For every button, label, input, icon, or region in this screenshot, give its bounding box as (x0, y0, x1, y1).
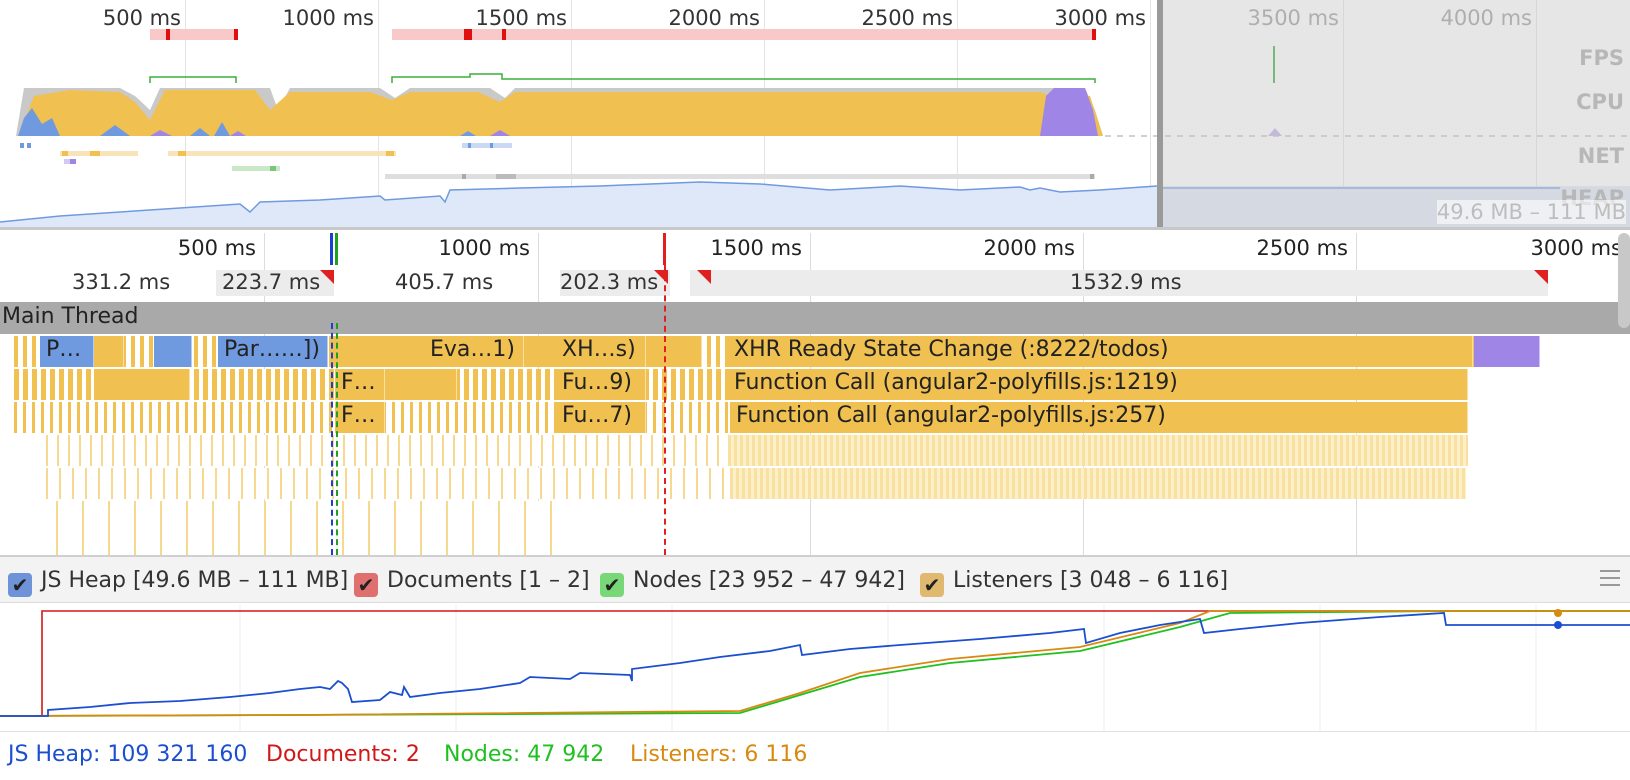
details-tick: 500 ms (177, 236, 256, 260)
documents-value: Documents: 2 (266, 742, 420, 767)
overview-tick: 1000 ms (282, 6, 374, 30)
documents-toggle-label: Documents [1 – 2] (387, 568, 590, 593)
details-tick: 1000 ms (438, 236, 530, 260)
long-frame-bar (150, 29, 238, 40)
js-heap-toggle-label: JS Heap [49.6 MB – 111 MB] (41, 568, 349, 593)
event-stripes (56, 501, 556, 555)
load-event-marker (663, 233, 666, 265)
fps-lane-label: FPS (1579, 46, 1624, 70)
flame-event[interactable]: Fu…9) (556, 369, 646, 400)
overview-unselected-region[interactable] (1157, 0, 1630, 227)
long-frame-marker (697, 270, 711, 284)
current-time-marker (1554, 609, 1562, 617)
counter-values-bar: JS Heap: 109 321 160 Documents: 2 Nodes:… (0, 731, 1630, 780)
heap-line (0, 181, 1158, 223)
cpu-lane-label: CPU (1576, 90, 1624, 114)
flame-event[interactable] (94, 369, 190, 400)
grid-line (1536, 0, 1537, 227)
overview-graphs (0, 29, 1630, 227)
frame-duration: 405.7 ms (395, 270, 494, 294)
flame-event[interactable] (646, 336, 702, 367)
details-tick: 2500 ms (1256, 236, 1348, 260)
grid-line (1150, 0, 1151, 227)
net-lane-label: NET (1577, 144, 1624, 168)
checkbox-check-icon[interactable]: ✔ (8, 573, 32, 597)
first-paint-marker (335, 233, 338, 265)
flame-event[interactable] (1474, 336, 1540, 367)
long-frame-bar (392, 29, 1095, 40)
flame-event[interactable]: XH…s) (556, 336, 646, 367)
heap-area (0, 182, 1630, 227)
listeners-line (0, 610, 1630, 717)
listeners-toggle-label: Listeners [3 048 – 6 116] (953, 568, 1229, 593)
flame-event[interactable]: F… (335, 402, 385, 433)
nodes-line (0, 610, 1630, 717)
counter-graph[interactable] (0, 605, 1630, 731)
flame-event[interactable]: F… (335, 369, 385, 400)
overview-tick: 3500 ms (1247, 6, 1339, 30)
documents-toggle[interactable]: ✔ Documents [1 – 2] (354, 568, 590, 597)
flame-event[interactable] (94, 336, 124, 367)
flame-event[interactable]: Fu…7) (556, 402, 646, 433)
details-tick: 3000 ms (1530, 236, 1622, 260)
nodes-value: Nodes: 47 942 (444, 742, 605, 767)
vertical-scrollbar[interactable] (1618, 233, 1630, 328)
js-heap-value: JS Heap: 109 321 160 (8, 742, 248, 767)
timeline-overview[interactable]: 500 ms 1000 ms 1500 ms 2000 ms 2500 ms 3… (0, 0, 1630, 230)
cpu-rendering-area (1040, 88, 1098, 136)
js-heap-line (0, 612, 1630, 717)
details-tick: 1500 ms (710, 236, 802, 260)
frame-duration: 223.7 ms (222, 270, 321, 294)
long-frame-marker (320, 270, 334, 284)
flame-event[interactable]: Eva…1) (424, 336, 524, 367)
frame-duration: 1532.9 ms (1070, 270, 1182, 294)
dom-content-loaded-line (331, 323, 333, 555)
event-stripes (730, 468, 1466, 499)
flame-event[interactable]: P… (40, 336, 94, 367)
load-event-line (664, 265, 666, 555)
frame-box[interactable] (560, 270, 670, 296)
documents-line (0, 610, 1630, 717)
first-paint-line (336, 323, 338, 555)
flame-chart[interactable]: 500 ms 1000 ms 1500 ms 2000 ms 2500 ms 3… (0, 233, 1630, 555)
nodes-toggle-label: Nodes [23 952 – 47 942] (633, 568, 905, 593)
xhr-ready-state-event[interactable]: XHR Ready State Change (:8222/todos) (728, 336, 1473, 367)
checkbox-check-icon[interactable]: ✔ (600, 573, 624, 597)
listeners-value: Listeners: 6 116 (630, 742, 808, 767)
overview-tick: 1500 ms (475, 6, 567, 30)
dom-content-loaded-marker (330, 233, 333, 265)
main-thread-header[interactable]: Main Thread (0, 302, 1630, 334)
fps-line (391, 73, 1096, 83)
frame-duration: 331.2 ms (72, 270, 171, 294)
flame-event[interactable] (154, 336, 192, 367)
checkbox-check-icon[interactable]: ✔ (354, 573, 378, 597)
flame-event[interactable]: Par……]) (218, 336, 328, 367)
checkbox-check-icon[interactable]: ✔ (920, 573, 944, 597)
overview-tick: 2500 ms (861, 6, 953, 30)
fps-line (149, 76, 237, 83)
long-frame-marker (1534, 270, 1548, 284)
event-stripes (728, 435, 1468, 466)
overview-tick: 4000 ms (1440, 6, 1532, 30)
flame-event[interactable] (385, 369, 457, 400)
nodes-toggle[interactable]: ✔ Nodes [23 952 – 47 942] (600, 568, 905, 597)
overview-tick: 500 ms (102, 6, 181, 30)
current-time-marker (1554, 621, 1562, 629)
function-call-event[interactable]: Function Call (angular2-polyfills.js:121… (728, 369, 1468, 400)
frame-box[interactable] (216, 270, 334, 296)
hamburger-menu-icon[interactable] (1600, 570, 1620, 586)
overview-tick: 2000 ms (668, 6, 760, 30)
heap-range-label: 49.6 MB – 111 MB (1436, 200, 1626, 224)
frame-box[interactable] (690, 270, 1548, 296)
counter-toolbar: ✔ JS Heap [49.6 MB – 111 MB] ✔ Documents [… (0, 557, 1630, 603)
grid-line (1343, 0, 1344, 227)
overview-tick: 3000 ms (1054, 6, 1146, 30)
function-call-event[interactable]: Function Call (angular2-polyfills.js:257… (730, 402, 1468, 433)
listeners-toggle[interactable]: ✔ Listeners [3 048 – 6 116] (920, 568, 1229, 597)
memory-counters-panel: ✔ JS Heap [49.6 MB – 111 MB] ✔ Documents [… (0, 555, 1630, 778)
js-heap-toggle[interactable]: ✔ JS Heap [49.6 MB – 111 MB] (8, 568, 349, 597)
frame-duration: 202.3 ms (560, 270, 659, 294)
cpu-scripting-area (18, 90, 1103, 136)
details-tick: 2000 ms (983, 236, 1075, 260)
